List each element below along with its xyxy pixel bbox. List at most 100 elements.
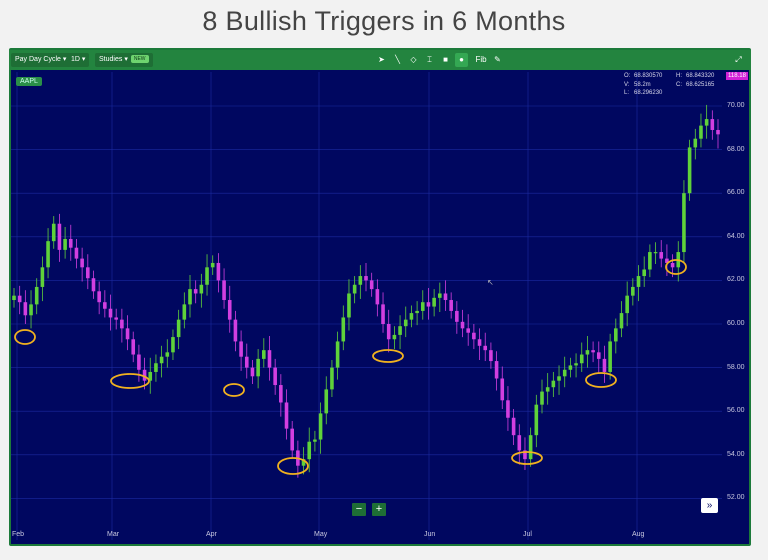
candle-down (710, 119, 715, 130)
expand-icon[interactable]: ⤢ (735, 55, 742, 64)
trigger-marker (372, 349, 404, 363)
candle-up (51, 223, 56, 242)
candle-down (477, 339, 482, 346)
line-icon[interactable]: ╲ (395, 55, 400, 64)
candle-up (585, 350, 590, 355)
x-tick-label: May (314, 531, 328, 538)
candle-down (716, 129, 720, 135)
candle-up (420, 302, 425, 311)
dot-icon[interactable]: ● (455, 53, 468, 67)
candle-up (352, 284, 357, 294)
candle-up (29, 304, 33, 316)
cycle-dropdown[interactable]: Pay Day Cycle ▾ (11, 53, 71, 67)
candle-down (74, 247, 79, 259)
interval-dropdown[interactable]: 1D ▾ (67, 53, 90, 67)
candle-up (557, 376, 561, 381)
candle-up (614, 328, 618, 342)
candle-down (511, 417, 516, 436)
candle-down (86, 267, 90, 279)
candle-down (279, 385, 283, 403)
low-value: 68.296230 (634, 90, 663, 96)
close-value: 68.625165 (686, 81, 715, 88)
candle-up (415, 310, 419, 314)
candle-down (120, 319, 124, 329)
studies-dropdown[interactable]: Studies ▾ NEW (95, 53, 153, 67)
candle-down (596, 352, 601, 359)
candle-down (591, 350, 595, 353)
candle-down (386, 324, 391, 340)
zoom-out-button[interactable]: − (352, 503, 366, 516)
chevron-down-icon: ▾ (62, 56, 67, 63)
candle-down (517, 435, 522, 451)
trigger-marker (511, 451, 543, 465)
cycle-label: Pay Day Cycle (15, 56, 61, 63)
open-value: 68.830570 (634, 73, 663, 79)
candle-down (17, 295, 22, 303)
candle-up (313, 439, 317, 442)
candle-up (540, 391, 544, 405)
candle-up (358, 276, 363, 285)
candle-up (205, 267, 209, 285)
slide-title: 8 Bullish Triggers in 6 Months (202, 6, 566, 36)
cursor-icon[interactable]: ➤ (378, 55, 385, 64)
candle-down (125, 328, 130, 340)
candle-up (625, 295, 629, 314)
y-tick-label: 54.00 (727, 450, 745, 458)
candle-up (171, 337, 175, 353)
y-tick-label: 70.00 (727, 102, 745, 109)
candle-down (108, 308, 113, 318)
candle-down (131, 339, 136, 355)
y-tick-label: 66.00 (727, 189, 745, 197)
eraser-icon[interactable]: ✎ (494, 55, 501, 64)
candle-down (381, 304, 385, 324)
candle-up (438, 293, 442, 298)
node-icon[interactable]: ◇ (410, 55, 417, 64)
trigger-marker (277, 457, 309, 475)
candle-up (574, 363, 578, 366)
candle-down (284, 402, 289, 429)
candle-down (523, 450, 527, 460)
candle-down (506, 400, 510, 418)
high-value: 68.843320 (686, 73, 715, 79)
candle-up (154, 363, 158, 372)
candle-down (267, 350, 272, 368)
candle-down (216, 262, 221, 281)
open-label: O: (624, 73, 631, 79)
candle-down (369, 280, 374, 290)
symbol-label[interactable]: AAPL (16, 77, 42, 86)
candle-down (137, 354, 141, 370)
text-cursor-icon[interactable]: ⌶ (427, 55, 432, 64)
candle-up (256, 358, 260, 377)
volume-label: V: (624, 81, 630, 88)
candle-up (330, 367, 334, 390)
candle-down (364, 276, 368, 281)
candle-down (114, 317, 118, 320)
candle-up (631, 286, 635, 296)
x-tick-label: Aug (632, 531, 645, 538)
zoom-in-button[interactable]: + (372, 503, 386, 516)
chart-toolbar: Pay Day Cycle ▾ 1D ▾ Studies ▾ NEW ➤ ╲ ◇ … (9, 50, 751, 70)
candle-down (443, 293, 448, 301)
candle-up (148, 371, 153, 381)
y-tick-label: 58.00 (727, 363, 745, 371)
ohlc-readout: O: 68.830570 H: 68.843320 V: 58.2m C: 68.62516… (624, 72, 728, 98)
trigger-marker (585, 372, 617, 388)
y-tick-label: 56.00 (727, 407, 745, 415)
candle-up (648, 252, 652, 270)
trigger-marker (665, 259, 687, 275)
candle-up (318, 413, 323, 440)
candle-down (500, 378, 505, 401)
candle-up (528, 435, 533, 460)
candle-up (682, 193, 686, 253)
candle-up (687, 147, 692, 194)
volume-value: 58.2m (634, 81, 651, 88)
scroll-forward-button[interactable]: » (701, 498, 718, 513)
candle-up (551, 380, 556, 388)
y-tick-label: 68.00 (727, 145, 745, 153)
candle-down (472, 332, 476, 340)
fib-button[interactable]: Fib (475, 55, 487, 64)
studies-label: Studies (99, 56, 123, 63)
candle-up (403, 319, 408, 327)
candle-up (165, 352, 170, 357)
square-icon[interactable]: ■ (443, 55, 448, 64)
